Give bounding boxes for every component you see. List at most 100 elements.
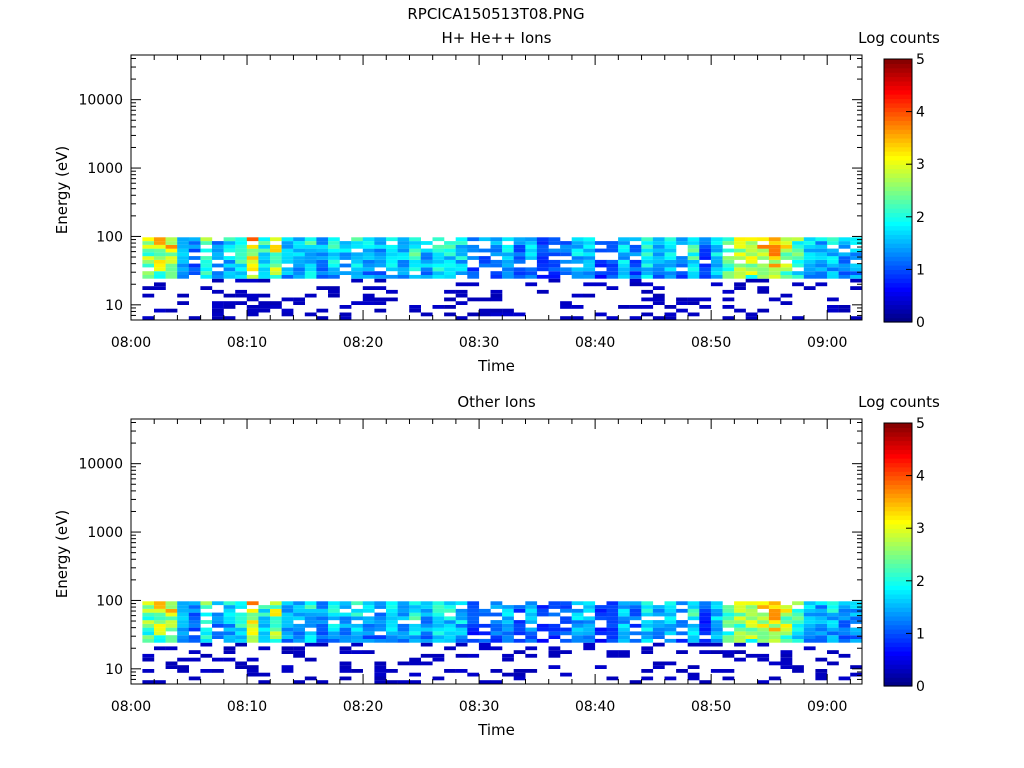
heatmap-cell — [734, 601, 746, 606]
heatmap-cell — [339, 244, 352, 249]
heatmap-cell — [699, 252, 712, 257]
colorbar-step — [884, 484, 912, 490]
heatmap-cell — [722, 623, 735, 628]
heatmap-cell — [560, 271, 572, 275]
heatmap-cell — [455, 653, 468, 658]
heatmap-cell — [316, 237, 329, 242]
heatmap-cell — [397, 608, 410, 613]
heatmap-cell — [420, 661, 433, 666]
heatmap-cell — [838, 237, 851, 242]
heatmap-cell — [594, 241, 607, 245]
heatmap-cell — [420, 642, 433, 647]
heatmap-cell — [618, 248, 630, 253]
heatmap-cell — [142, 620, 155, 624]
colorbar-step — [884, 624, 912, 630]
heatmap-cell — [328, 256, 340, 260]
heatmap-cell — [525, 241, 538, 245]
colorbar-step — [884, 291, 912, 297]
heatmap-cell — [200, 263, 213, 268]
heatmap-cell — [780, 263, 793, 268]
heatmap-cell — [200, 642, 213, 647]
colorbar-step — [884, 133, 912, 139]
heatmap-cell — [351, 301, 363, 305]
heatmap-cell — [780, 293, 793, 298]
heatmap-cell — [420, 312, 433, 317]
heatmap-cell — [374, 274, 387, 279]
heatmap-cell — [641, 623, 654, 628]
colorbar-step — [884, 172, 912, 178]
heatmap-cell — [316, 308, 329, 313]
heatmap-cell — [154, 638, 166, 643]
heatmap-cell — [386, 274, 398, 279]
heatmap-cell — [362, 237, 375, 242]
colorbar-step — [884, 677, 912, 683]
heatmap-cell — [386, 638, 398, 643]
heatmap-cell — [212, 316, 224, 320]
heatmap-cell — [548, 278, 561, 283]
heatmap-cell — [803, 267, 816, 272]
heatmap-cell — [536, 237, 549, 242]
heatmap-cell — [618, 263, 630, 268]
heatmap-cell — [165, 274, 178, 279]
heatmap-cell — [525, 244, 538, 249]
heatmap-cell — [676, 263, 688, 268]
heatmap-cell — [606, 623, 619, 628]
heatmap-cell — [687, 608, 700, 613]
heatmap-cell — [455, 316, 468, 320]
heatmap-cell — [757, 244, 770, 249]
heatmap-cell — [246, 305, 259, 309]
heatmap-cell — [281, 646, 294, 651]
colorbar-step — [884, 59, 912, 64]
heatmap-cell — [177, 252, 189, 257]
heatmap-cell — [838, 256, 851, 260]
colorbar-step — [884, 221, 912, 227]
heatmap-cell — [235, 620, 247, 624]
heatmap-cell — [154, 627, 166, 632]
heatmap-cell — [432, 657, 445, 662]
heatmap-cell — [594, 263, 607, 268]
heatmap-cell — [850, 252, 862, 257]
heatmap-cell — [571, 623, 584, 628]
heatmap-cell — [235, 631, 247, 636]
heatmap-cell — [641, 650, 654, 654]
heatmap-cell — [676, 274, 688, 279]
heatmap-cell — [815, 616, 828, 621]
heatmap-cell — [676, 271, 688, 275]
heatmap-cell — [780, 616, 793, 621]
colorbar-step — [884, 238, 912, 244]
heatmap-cell — [548, 605, 561, 609]
heatmap-cell — [177, 256, 189, 260]
heatmap-cell — [815, 623, 828, 628]
heatmap-cell — [455, 642, 468, 647]
heatmap-cell — [850, 237, 862, 242]
heatmap-cell — [594, 627, 607, 632]
colorbar-tick-label: 1 — [916, 626, 925, 642]
heatmap-cell — [478, 308, 491, 313]
heatmap-cell — [792, 627, 804, 632]
heatmap-cell — [525, 274, 538, 279]
heatmap-cell — [815, 638, 828, 643]
heatmap-cell — [594, 638, 607, 643]
heatmap-cell — [641, 271, 654, 275]
heatmap-cell — [745, 244, 758, 249]
heatmap-cell — [270, 601, 282, 606]
heatmap-cell — [490, 308, 503, 313]
colorbar-step — [884, 444, 912, 450]
heatmap-cell — [397, 605, 410, 609]
heatmap-cell — [664, 305, 677, 309]
heatmap-cell — [362, 627, 375, 632]
heatmap-cell — [386, 605, 398, 609]
heatmap-cell — [258, 612, 271, 617]
x-tick-label: 08:30 — [459, 335, 499, 351]
heatmap-cell — [618, 237, 630, 242]
heatmap-cell — [629, 263, 642, 268]
heatmap-cell — [768, 241, 781, 245]
heatmap-cell — [757, 286, 770, 290]
heatmap-cell — [467, 244, 480, 249]
heatmap-cell — [455, 601, 468, 606]
heatmap-cell — [409, 241, 421, 245]
heatmap-cell — [328, 267, 340, 272]
heatmap-cell — [815, 244, 828, 249]
heatmap-cell — [212, 256, 224, 260]
heatmap-cell — [142, 616, 155, 621]
